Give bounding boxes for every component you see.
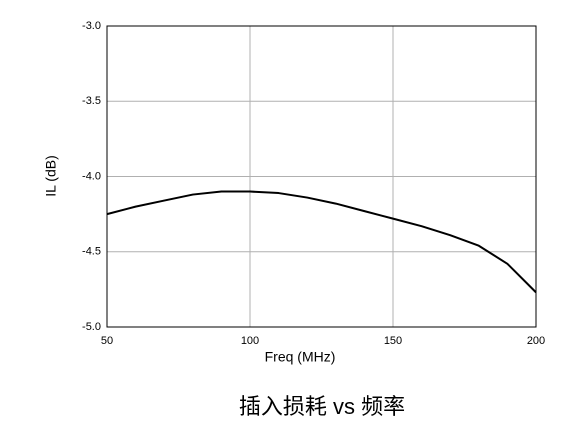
caption: 插入损耗 vs 频率 (239, 394, 405, 419)
y-tick-label: -3.0 (82, 20, 101, 32)
y-tick-label: -5.0 (82, 321, 101, 333)
y-tick-label: -4.5 (82, 246, 101, 258)
line-series (106, 190, 537, 294)
x-tick-label: 100 (241, 335, 259, 347)
y-tick-label: -3.5 (82, 95, 101, 107)
x-tick-label: 50 (101, 335, 113, 347)
plot-frame (106, 25, 537, 328)
y-axis-label: IL (dB) (43, 155, 59, 197)
x-axis-label: Freq (MHz) (265, 349, 336, 365)
x-tick-label: 150 (384, 335, 402, 347)
y-tick-label: -4.0 (82, 170, 101, 182)
x-tick-label: 200 (527, 335, 545, 347)
